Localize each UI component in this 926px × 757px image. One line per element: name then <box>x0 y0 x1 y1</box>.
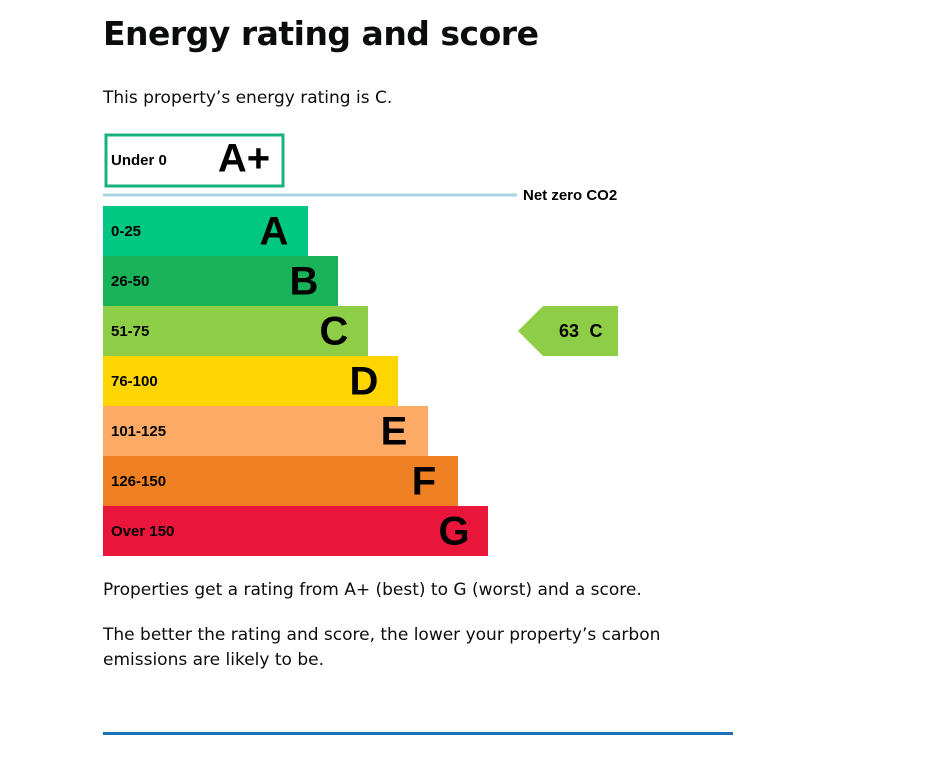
section-rule <box>103 732 733 735</box>
band-range: 26-50 <box>111 273 149 290</box>
net-zero-label: Net zero CO2 <box>523 187 617 204</box>
heading: Energy rating and score <box>103 14 539 53</box>
band <box>103 206 308 256</box>
band <box>103 456 458 506</box>
current-letter: C <box>590 321 603 341</box>
energy-chart: Under 0 A+ Net zero CO2 0-25 A 26-50 B 51-75 C 76… <box>103 133 618 556</box>
band-range: 126-150 <box>111 473 166 490</box>
band-letter: A+ <box>218 137 270 181</box>
band-letter: A <box>260 210 289 254</box>
paragraph: Properties get a rating from A+ (best) t… <box>103 580 642 600</box>
band-letter: E <box>381 410 408 454</box>
band <box>103 256 338 306</box>
current-score: 63 <box>559 321 579 341</box>
top-band-box <box>104 133 285 188</box>
band-range: 101-125 <box>111 423 166 440</box>
band <box>103 406 428 456</box>
intro: This property’s energy rating is C. <box>103 88 393 108</box>
band-letter: F <box>412 460 436 504</box>
band-letter: G <box>438 510 469 554</box>
band-range: Under 0 <box>111 152 167 169</box>
paragraph: The better the rating and score, the low… <box>103 625 661 670</box>
band-letter: B <box>290 260 319 304</box>
band <box>103 506 488 556</box>
band-range: 76-100 <box>111 373 158 390</box>
band-letter: C <box>320 310 349 354</box>
band-range: Over 150 <box>111 523 174 540</box>
band-range: 51-75 <box>111 323 149 340</box>
band-letter: D <box>350 360 379 404</box>
current-rating-arrow <box>518 306 618 356</box>
band <box>103 356 398 406</box>
band-range: 0-25 <box>111 223 141 240</box>
band <box>103 306 368 356</box>
